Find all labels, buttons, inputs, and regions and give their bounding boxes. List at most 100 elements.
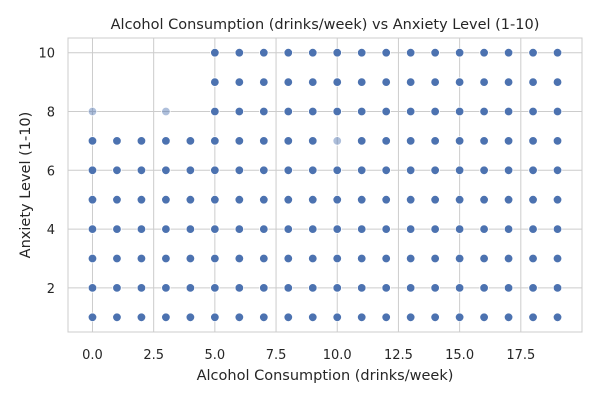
data-point [528, 77, 538, 87]
data-point [332, 77, 342, 87]
data-point [405, 224, 416, 234]
data-point [503, 194, 514, 205]
data-point [283, 253, 293, 264]
data-point [357, 253, 367, 264]
data-point [259, 77, 269, 87]
data-point [308, 253, 318, 264]
data-point [405, 312, 416, 323]
data-point [430, 312, 440, 323]
data-point [283, 194, 293, 205]
data-point [259, 224, 269, 234]
data-point [185, 165, 196, 176]
data-point [503, 77, 514, 87]
data-point [136, 194, 147, 205]
data-point [210, 194, 220, 205]
data-point [357, 194, 367, 205]
data-point [454, 224, 465, 234]
data-point [332, 253, 342, 264]
data-point [503, 253, 514, 264]
data-point [283, 106, 293, 117]
data-point [210, 48, 220, 58]
data-point [405, 136, 416, 146]
data-point [528, 224, 538, 234]
data-point [234, 224, 245, 234]
data-point [210, 224, 220, 234]
data-point [405, 194, 416, 205]
data-point [210, 136, 220, 146]
data-point [234, 48, 245, 58]
data-point [479, 312, 489, 323]
data-point [259, 106, 269, 117]
data-point [357, 283, 367, 293]
data-point [381, 106, 391, 117]
data-point [234, 194, 245, 205]
data-point [430, 106, 440, 117]
data-point [234, 253, 245, 264]
data-point [332, 283, 342, 293]
data-point [479, 48, 489, 58]
data-point [357, 48, 367, 58]
data-point [234, 312, 245, 323]
data-point [381, 136, 391, 146]
data-point [552, 136, 563, 146]
data-point [87, 136, 98, 146]
data-point [87, 312, 98, 323]
data-point [552, 165, 563, 176]
data-point [454, 77, 465, 87]
data-point [185, 136, 196, 146]
data-point [332, 165, 342, 176]
data-point [259, 312, 269, 323]
data-point [185, 312, 196, 323]
data-point [430, 48, 440, 58]
data-point [357, 165, 367, 176]
data-point [454, 253, 465, 264]
data-point [430, 165, 440, 176]
data-point [185, 253, 196, 264]
data-point [528, 194, 538, 205]
tick-labels: 0.0 2.5 5.0 7.5 10.0 12.5 15.0 17.5 2 4 6 8 10 [38, 47, 535, 363]
data-point [405, 48, 416, 58]
data-point [87, 165, 98, 176]
data-point [87, 283, 98, 293]
y-tick-label: 10 [38, 47, 55, 62]
data-point [87, 253, 98, 264]
data-point [454, 312, 465, 323]
data-point [528, 48, 538, 58]
y-tick-label: 4 [47, 223, 55, 238]
data-point [87, 194, 98, 205]
data-point [210, 253, 220, 264]
chart-title: Alcohol Consumption (drinks/week) vs Anx… [111, 17, 540, 33]
data-point [308, 165, 318, 176]
data-point [381, 77, 391, 87]
y-tick-label: 6 [47, 164, 55, 179]
data-point [528, 253, 538, 264]
data-point [210, 106, 220, 117]
data-point [430, 77, 440, 87]
data-point [161, 136, 171, 146]
data-point [503, 224, 514, 234]
data-point [136, 253, 147, 264]
data-points [87, 48, 563, 323]
data-point [479, 136, 489, 146]
data-point [454, 165, 465, 176]
data-point [185, 224, 196, 234]
data-point [210, 165, 220, 176]
data-point [308, 194, 318, 205]
data-point [259, 48, 269, 58]
data-point [552, 77, 563, 87]
data-point [405, 253, 416, 264]
data-point [283, 77, 293, 87]
data-point [552, 253, 563, 264]
data-point [283, 312, 293, 323]
data-point [503, 165, 514, 176]
data-point [454, 283, 465, 293]
data-point [308, 312, 318, 323]
data-point [185, 283, 196, 293]
data-point [234, 165, 245, 176]
data-point [234, 77, 245, 87]
data-point [210, 77, 220, 87]
x-tick-label: 2.5 [143, 348, 164, 363]
data-point [332, 48, 342, 58]
y-tick-label: 8 [47, 106, 55, 121]
